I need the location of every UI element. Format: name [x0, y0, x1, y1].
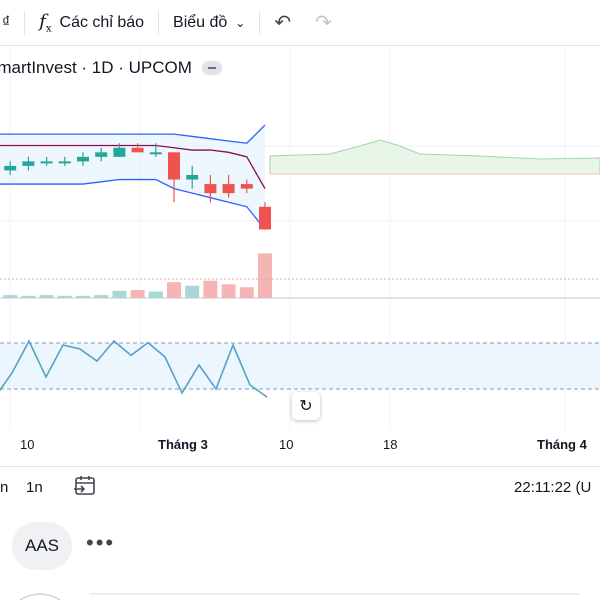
volume-bar — [167, 282, 181, 298]
candle-body — [240, 184, 253, 189]
candlestick-series — [4, 143, 271, 230]
candle-body — [222, 184, 235, 194]
candle-body — [186, 175, 199, 180]
bollinger-upper-line — [0, 124, 266, 144]
chart-title[interactable]: SmartInvest · 1D · UPCOM — [0, 58, 222, 78]
forecast-cloud — [269, 139, 600, 175]
toolbar-divider — [158, 10, 160, 35]
undo-button[interactable]: ↶ — [274, 0, 291, 46]
volume-bar — [94, 295, 109, 298]
time-label: 18 — [383, 437, 398, 452]
volume-bar — [221, 284, 236, 298]
symbol-title: SmartInvest · 1D · UPCOM — [0, 58, 192, 77]
minus-icon — [207, 67, 216, 69]
volume-bar — [185, 285, 200, 298]
volume-bar — [76, 295, 90, 298]
range-button[interactable]: n — [0, 479, 9, 496]
volume-bar — [148, 291, 163, 298]
bottom-panel-edge — [19, 593, 580, 600]
moving-average-line — [0, 144, 266, 189]
undo-icon: ↶ — [274, 12, 292, 34]
candle-body — [131, 147, 144, 153]
top-toolbar: ₫ fx Các chỉ báo Biểu đồ ⌄ ↶ ↷ — [0, 0, 600, 46]
candle-body — [149, 152, 162, 155]
timezone-clock[interactable]: 22:11:22 (U — [514, 479, 592, 496]
volume-bar — [39, 295, 54, 298]
redo-icon: ↷ — [315, 12, 332, 34]
date-range-icon[interactable] — [72, 473, 98, 499]
candle-body — [40, 161, 53, 164]
collapse-legend-button[interactable] — [201, 61, 222, 75]
volume-bar — [239, 287, 254, 298]
oscillator-line — [0, 339, 268, 398]
range-bar: n 1n 22:11:22 (U — [0, 466, 600, 506]
currency-glyph: ₫ — [2, 13, 11, 31]
bollinger-band-fill — [0, 125, 265, 230]
time-label: Tháng 4 — [537, 437, 587, 452]
time-label: 10 — [279, 437, 294, 452]
redo-button[interactable]: ↷ — [315, 0, 332, 46]
candle-body — [58, 161, 71, 164]
chart-type-dropdown[interactable]: Biểu đồ ⌄ — [173, 0, 245, 46]
currency-icon[interactable]: ₫ — [0, 0, 10, 46]
candle-body — [95, 152, 108, 157]
volume-bar — [3, 295, 18, 298]
time-label: Tháng 3 — [158, 437, 208, 452]
oscillator-band — [0, 343, 600, 389]
reset-chart-button[interactable]: ↻ — [292, 392, 320, 420]
time-label: 10 — [20, 437, 35, 452]
more-options-icon[interactable]: ••• — [86, 530, 115, 556]
candle-body — [113, 147, 126, 157]
volume-bar — [57, 295, 72, 298]
symbol-chip[interactable]: AAS — [12, 522, 72, 570]
price-chart[interactable] — [0, 46, 600, 430]
indicators-label: Các chỉ báo — [59, 13, 145, 31]
volume-bar — [112, 290, 127, 298]
volume-bars — [3, 253, 272, 298]
function-icon: fx — [39, 10, 52, 35]
chevron-down-icon: ⌄ — [235, 15, 246, 30]
volume-bar — [258, 253, 272, 298]
chart-type-label: Biểu đồ — [173, 13, 228, 31]
more-dots: ••• — [86, 530, 116, 555]
refresh-icon: ↻ — [299, 398, 313, 415]
symbol-chip-label: AAS — [24, 536, 60, 555]
candle-body — [22, 161, 35, 166]
volume-bar — [130, 290, 145, 298]
candle-body — [168, 152, 180, 180]
indicators-button[interactable]: fx Các chỉ báo — [39, 0, 144, 46]
candle-body — [259, 206, 271, 230]
range-button-1n[interactable]: 1n — [26, 479, 43, 496]
bollinger-lower-line — [0, 178, 266, 230]
volume-bar — [203, 280, 218, 298]
candle-body — [4, 165, 17, 171]
toolbar-divider — [24, 10, 26, 35]
candle-body — [204, 184, 217, 194]
candle-body — [77, 156, 89, 162]
toolbar-divider — [259, 10, 261, 35]
volume-bar — [21, 295, 36, 298]
